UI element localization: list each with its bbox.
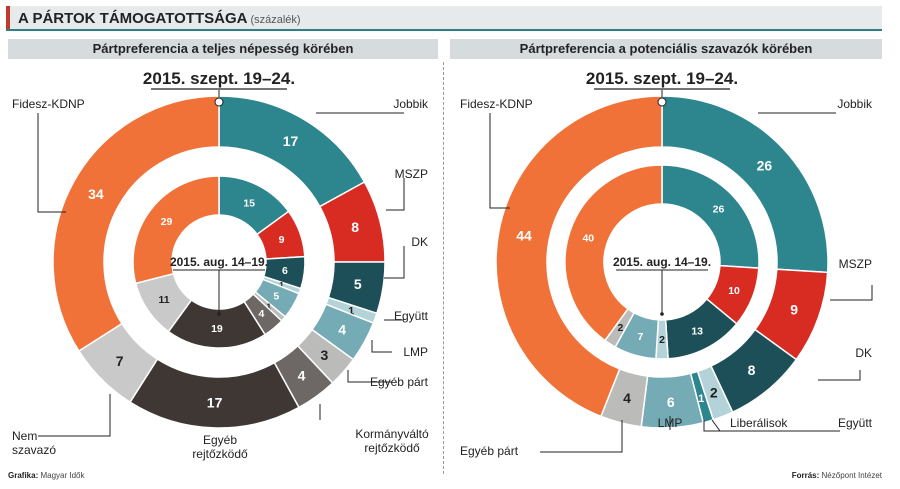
category-label-7: Egyéb párt bbox=[370, 375, 429, 389]
inner-value-label-5: 7 bbox=[637, 331, 643, 343]
panel-divider bbox=[443, 62, 444, 474]
leader-line-3 bbox=[830, 285, 873, 301]
outer-value-label-5: 1 bbox=[698, 393, 704, 405]
outer-value-label-2: 9 bbox=[790, 301, 798, 317]
outer-value-label-7: 4 bbox=[623, 390, 631, 406]
header-accent bbox=[6, 6, 10, 29]
outer-value-label-3: 8 bbox=[748, 362, 756, 378]
inner-marker bbox=[217, 312, 221, 316]
leader-line-4 bbox=[384, 246, 405, 279]
category-label-10: Nem szavazó bbox=[12, 429, 56, 457]
inner-value-label-8: 19 bbox=[211, 323, 223, 335]
outer-value-label-8: 44 bbox=[516, 228, 532, 244]
page-subtitle: (százalék) bbox=[250, 14, 301, 26]
inner-value-label-6: 1 bbox=[267, 302, 272, 312]
source-label: Forrás: bbox=[791, 471, 820, 480]
left-panel-bar bbox=[8, 39, 438, 59]
inner-value-label-3: 6 bbox=[282, 265, 288, 277]
left-panel-title: Pártpreferencia a teljes népesség körébe… bbox=[92, 41, 354, 56]
leader-line-8 bbox=[540, 420, 623, 453]
inner-marker bbox=[660, 312, 664, 316]
leader-line-3 bbox=[386, 178, 405, 211]
inner-value-label-2: 10 bbox=[728, 285, 740, 297]
category-label-4: DK bbox=[411, 235, 428, 249]
category-label-2: Jobbik bbox=[393, 97, 429, 111]
inner-ring-date: 2015. aug. 14–19. bbox=[613, 255, 711, 269]
inner-value-label-9: 11 bbox=[158, 294, 169, 306]
outer-value-label-2: 8 bbox=[351, 219, 359, 235]
inner-ring-date: 2015. aug. 14–19. bbox=[170, 255, 268, 269]
right-panel-title: Pártpreferencia a potenciális szavazók k… bbox=[519, 41, 813, 56]
leader-line-7 bbox=[347, 370, 392, 383]
credit: Grafika: Magyar Idők bbox=[8, 471, 85, 480]
inner-value-label-2: 9 bbox=[279, 234, 285, 246]
outer-value-label-3: 5 bbox=[354, 276, 362, 292]
outer-value-label-9: 7 bbox=[116, 353, 124, 369]
category-label-3: MSZP bbox=[395, 167, 428, 181]
category-label-3: MSZP bbox=[839, 257, 872, 271]
category-label-5: Együtt bbox=[394, 309, 429, 323]
header-bar bbox=[6, 6, 882, 29]
inner-value-label-1: 26 bbox=[713, 204, 725, 216]
inner-value-label-6: 2 bbox=[618, 322, 624, 334]
inner-value-label-7: 40 bbox=[582, 233, 594, 245]
outer-value-label-6: 3 bbox=[320, 347, 328, 363]
category-label-6: LMP bbox=[403, 345, 428, 359]
category-label-2: Jobbik bbox=[837, 97, 873, 111]
right-panel-bar bbox=[450, 39, 882, 59]
leader-line-4 bbox=[818, 370, 861, 381]
outer-value-label-4: 2 bbox=[710, 385, 718, 401]
inner-value-label-7: 4 bbox=[258, 308, 264, 320]
outer-value-label-1: 26 bbox=[757, 158, 773, 174]
leader-line-6 bbox=[703, 420, 728, 432]
outer-value-label-5: 4 bbox=[338, 322, 346, 338]
outer-value-label-6: 6 bbox=[667, 394, 675, 410]
page-title: A PÁRTOK TÁMOGATOTTSÁGA (százalék) bbox=[18, 10, 301, 27]
source-value: Nézőpont Intézet bbox=[821, 471, 882, 480]
inner-slice-7 bbox=[564, 164, 663, 342]
header-rule bbox=[6, 29, 882, 31]
category-label-4: DK bbox=[855, 346, 872, 360]
outer-slice-8 bbox=[495, 95, 663, 418]
category-label-8: Egyéb párt bbox=[460, 444, 519, 458]
leader-line-6 bbox=[371, 340, 392, 353]
leader-line-1 bbox=[37, 113, 66, 213]
leader-line-10 bbox=[38, 394, 111, 437]
inner-value-label-4: 2 bbox=[659, 334, 665, 346]
outer-value-label-1: 17 bbox=[283, 133, 299, 149]
date-marker bbox=[214, 97, 224, 107]
inner-value-label-3: 13 bbox=[691, 326, 703, 338]
outer-value-label-8: 17 bbox=[207, 394, 223, 410]
outer-slice-10 bbox=[52, 95, 220, 352]
category-label-6: Liberálisok bbox=[730, 416, 788, 430]
inner-value-label-1: 15 bbox=[243, 197, 255, 209]
credit-label: Grafika: bbox=[8, 471, 39, 480]
credit-value: Magyar Idők bbox=[40, 471, 85, 480]
outer-value-label-10: 34 bbox=[88, 186, 104, 202]
inner-value-label-10: 29 bbox=[161, 216, 173, 228]
category-label-1: Fidesz-KDNP bbox=[12, 97, 85, 111]
outer-value-label-4: 1 bbox=[348, 305, 354, 317]
outer-value-label-7: 4 bbox=[298, 368, 306, 384]
page-title-text: A PÁRTOK TÁMOGATOTTSÁGA bbox=[18, 10, 248, 27]
date-marker bbox=[657, 97, 667, 107]
inner-value-label-4: 1 bbox=[279, 280, 284, 290]
inner-value-label-5: 5 bbox=[273, 291, 279, 303]
inner-slice-10 bbox=[132, 175, 220, 285]
leader-line-1 bbox=[489, 113, 510, 209]
source: Forrás: Nézőpont Intézet bbox=[792, 471, 882, 480]
category-label-1: Fidesz-KDNP bbox=[460, 97, 533, 111]
inner-slice-1 bbox=[661, 164, 760, 269]
category-label-8: Kormányváltó rejtőzködő bbox=[355, 427, 429, 455]
category-label-9: Egyéb rejtőzködő bbox=[192, 433, 248, 461]
outer-ring-date: 2015. szept. 19–24. bbox=[586, 69, 738, 88]
outer-ring-date: 2015. szept. 19–24. bbox=[143, 69, 295, 88]
category-label-5: Együtt bbox=[838, 416, 873, 430]
